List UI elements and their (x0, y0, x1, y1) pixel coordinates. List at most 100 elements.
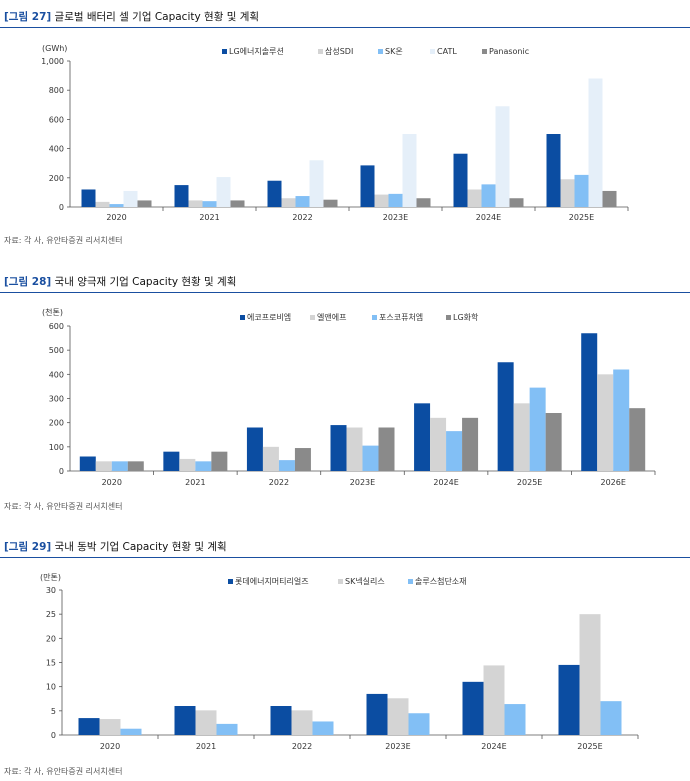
bar-삼성SDI-2025E (560, 179, 575, 207)
bar-LG화학-2022 (294, 448, 311, 471)
y-axis-unit: (GWh) (42, 44, 67, 53)
bar-SK넥실리스-2021 (195, 710, 217, 735)
bar-SK온-2024E (481, 184, 496, 207)
bar-SK온-2020 (109, 204, 124, 207)
x-tick-label: 2021 (196, 742, 216, 751)
bar-에코프로비엠-2024E (414, 403, 431, 471)
bar-엘앤에프-2021 (179, 458, 196, 471)
bar-LG화학-2023E (378, 427, 395, 471)
bar-Panasonic-2020 (137, 200, 152, 207)
x-tick-label: 2022 (269, 478, 289, 487)
legend-swatch (408, 579, 413, 584)
bar-롯데에너지머티리얼즈-2025E (558, 664, 580, 735)
bar-삼성SDI-2022 (281, 198, 296, 207)
bar-포스코퓨처엠-2023E (362, 445, 379, 471)
bar-SK넥실리스-2022 (291, 710, 313, 735)
legend-label: Panasonic (489, 47, 529, 56)
x-tick-label: 2026E (601, 478, 626, 487)
bar-SK온-2022 (295, 196, 310, 207)
bar-SK넥실리스-2020 (99, 719, 121, 735)
bar-엘앤에프-2026E (597, 374, 614, 471)
y-tick-label: 0 (59, 203, 64, 212)
x-tick-label: 2024E (481, 742, 506, 751)
header-rule (0, 557, 690, 558)
y-tick-label: 600 (49, 115, 64, 124)
figure-label: [그림 29] (4, 541, 52, 553)
legend-swatch (240, 315, 245, 320)
chart-header: [그림 27] 글로벌 배터리 셀 기업 Capacity 현황 및 계획 (4, 9, 259, 24)
legend-swatch (310, 315, 315, 320)
bar-SK온-2023E (388, 193, 403, 207)
bar-에코프로비엠-2025E (497, 362, 514, 471)
bar-솔루스첨단소재-2020 (120, 728, 142, 735)
bar-엘앤에프-2023E (346, 427, 363, 471)
legend-label: CATL (437, 47, 457, 56)
chart-header: [그림 28] 국내 양극재 기업 Capacity 현황 및 계획 (4, 274, 236, 289)
y-tick-label: 200 (49, 174, 64, 183)
bar-LG화학-2021 (211, 451, 228, 471)
bar-Panasonic-2023E (416, 198, 431, 207)
bar-엘앤에프-2022 (262, 446, 279, 471)
y-tick-label: 500 (49, 346, 64, 355)
bar-SK온-2025E (574, 174, 589, 207)
bar-에코프로비엠-2020 (79, 456, 96, 471)
bar-포스코퓨처엠-2026E (613, 369, 630, 471)
chart-source: 자료: 각 사, 유안타증권 리서치센터 (4, 767, 123, 776)
x-tick-label: 2024E (476, 213, 501, 222)
chart-svg-3: (만톤) 0 5 10 15 20 25 30 2020 2021 2022 2023E 2024E 20… (40, 573, 639, 751)
legend-swatch (482, 49, 487, 54)
bar-LG에너지솔루션-2021 (174, 185, 189, 207)
legend-label: 포스코퓨처엠 (379, 312, 423, 322)
y-tick-label: 25 (46, 610, 56, 619)
y-tick-label: 1,000 (41, 57, 64, 66)
y-tick-label: 300 (49, 395, 64, 404)
legend-swatch (430, 49, 435, 54)
bar-에코프로비엠-2021 (163, 451, 180, 471)
chart-title: 국내 양극재 기업 Capacity 현황 및 계획 (54, 276, 237, 288)
bar-포스코퓨처엠-2020 (111, 461, 128, 471)
chart-source: 자료: 각 사, 유안타증권 리서치센터 (4, 502, 123, 511)
legend-label: LG에너지솔루션 (229, 46, 284, 56)
y-tick-label: 400 (49, 145, 64, 154)
bar-포스코퓨처엠-2022 (278, 460, 295, 471)
chart-panel-2: [그림 28] 국내 양극재 기업 Capacity 현황 및 계획 (천톤) 0… (0, 265, 690, 515)
bar-LG화학-2025E (545, 413, 562, 471)
chart-panel-1: [그림 27] 글로벌 배터리 셀 기업 Capacity 현황 및 계획 (G… (0, 0, 690, 250)
bar-롯데에너지머티리얼즈-2022 (270, 706, 292, 735)
bar-롯데에너지머티리얼즈-2021 (174, 706, 196, 735)
legend-label: SK넥실리스 (345, 576, 385, 586)
bar-LG에너지솔루션-2022 (267, 180, 282, 207)
bar-삼성SDI-2023E (374, 194, 389, 207)
y-tick-label: 30 (46, 586, 56, 595)
legend-swatch (318, 49, 323, 54)
bar-LG화학-2020 (127, 461, 144, 471)
chart-title: 국내 동박 기업 Capacity 현황 및 계획 (54, 541, 227, 553)
x-tick-label: 2023E (350, 478, 375, 487)
header-rule (0, 27, 690, 28)
bar-솔루스첨단소재-2023E (408, 713, 430, 735)
x-tick-label: 2025E (577, 742, 602, 751)
x-tick-label: 2025E (517, 478, 542, 487)
legend-label: 삼성SDI (325, 46, 353, 56)
y-tick-label: 600 (49, 322, 64, 331)
legend-swatch (222, 49, 227, 54)
bar-CATL-2020 (123, 190, 138, 207)
y-tick-label: 0 (51, 731, 56, 740)
bar-CATL-2024E (495, 106, 510, 207)
legend-label: SK온 (385, 47, 403, 56)
bar-LG화학-2024E (462, 417, 479, 471)
x-tick-label: 2020 (106, 213, 126, 222)
bar-Panasonic-2021 (230, 200, 245, 207)
bar-SK넥실리스-2025E (579, 614, 601, 735)
bar-CATL-2022 (309, 160, 324, 207)
bar-Panasonic-2022 (323, 199, 338, 207)
chart-panel-3: [그림 29] 국내 동박 기업 Capacity 현황 및 계획 (만톤) 0 5… (0, 530, 690, 781)
bar-포스코퓨처엠-2024E (446, 431, 463, 471)
y-tick-label: 0 (59, 467, 64, 476)
y-tick-label: 200 (49, 419, 64, 428)
x-tick-label: 2021 (185, 478, 205, 487)
chart-header: [그림 29] 국내 동박 기업 Capacity 현황 및 계획 (4, 539, 227, 554)
x-tick-label: 2020 (102, 478, 122, 487)
y-tick-label: 100 (49, 443, 64, 452)
bar-삼성SDI-2020 (95, 201, 110, 207)
